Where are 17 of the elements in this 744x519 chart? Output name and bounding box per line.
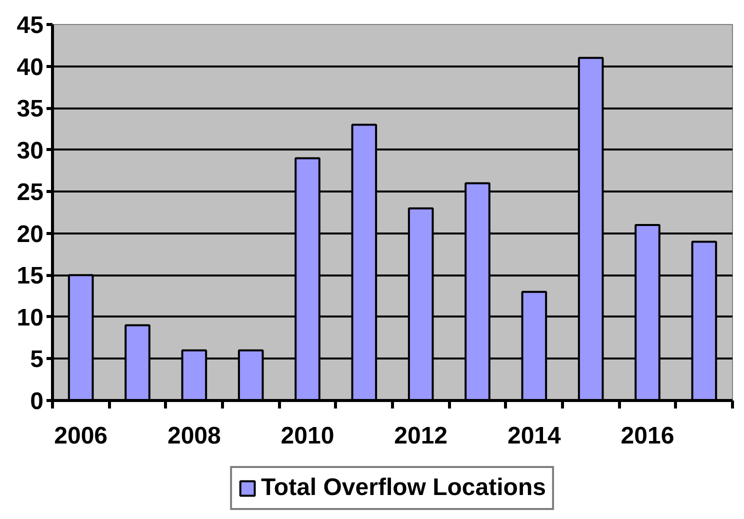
x-tick-label: 2008 (167, 422, 221, 450)
y-tick-label: 30 (16, 137, 44, 164)
y-tick-label: 40 (16, 54, 44, 81)
x-tick-label: 2016 (620, 422, 674, 450)
x-tick-label: 2010 (280, 422, 334, 450)
y-tick-label: 10 (16, 304, 44, 332)
x-tick-label: 2014 (507, 422, 562, 450)
y-tick-label: 20 (16, 220, 44, 248)
y-tick-label: 15 (16, 262, 44, 290)
y-tick-label: 0 (30, 388, 44, 415)
legend-label: Total Overflow Locations (261, 474, 546, 502)
y-tick-label: 35 (16, 96, 44, 123)
y-tick-label: 45 (16, 12, 44, 39)
y-tick-label: 5 (30, 346, 44, 374)
x-tick-label: 2012 (394, 422, 448, 450)
y-tick-label: 25 (16, 179, 44, 206)
x-tick-label: 2006 (54, 422, 108, 450)
